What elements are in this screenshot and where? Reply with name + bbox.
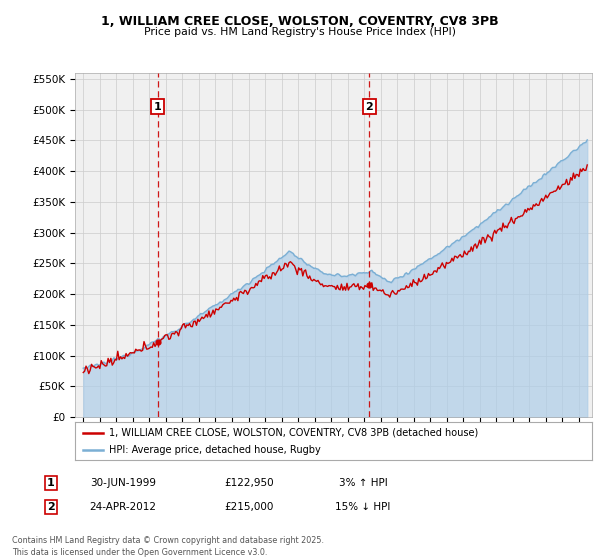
Text: 3% ↑ HPI: 3% ↑ HPI: [338, 478, 388, 488]
Text: £215,000: £215,000: [224, 502, 274, 512]
Text: £122,950: £122,950: [224, 478, 274, 488]
Text: 1, WILLIAM CREE CLOSE, WOLSTON, COVENTRY, CV8 3PB (detached house): 1, WILLIAM CREE CLOSE, WOLSTON, COVENTRY…: [109, 428, 478, 438]
Text: 24-APR-2012: 24-APR-2012: [89, 502, 157, 512]
Text: Price paid vs. HM Land Registry's House Price Index (HPI): Price paid vs. HM Land Registry's House …: [144, 27, 456, 38]
Text: 1: 1: [154, 101, 161, 111]
Text: 1, WILLIAM CREE CLOSE, WOLSTON, COVENTRY, CV8 3PB: 1, WILLIAM CREE CLOSE, WOLSTON, COVENTRY…: [101, 15, 499, 28]
Text: Contains HM Land Registry data © Crown copyright and database right 2025.
This d: Contains HM Land Registry data © Crown c…: [12, 536, 324, 557]
Text: 2: 2: [365, 101, 373, 111]
Text: 2: 2: [47, 502, 55, 512]
Text: 15% ↓ HPI: 15% ↓ HPI: [335, 502, 391, 512]
Text: 30-JUN-1999: 30-JUN-1999: [90, 478, 156, 488]
Text: HPI: Average price, detached house, Rugby: HPI: Average price, detached house, Rugb…: [109, 445, 320, 455]
Text: 1: 1: [47, 478, 55, 488]
